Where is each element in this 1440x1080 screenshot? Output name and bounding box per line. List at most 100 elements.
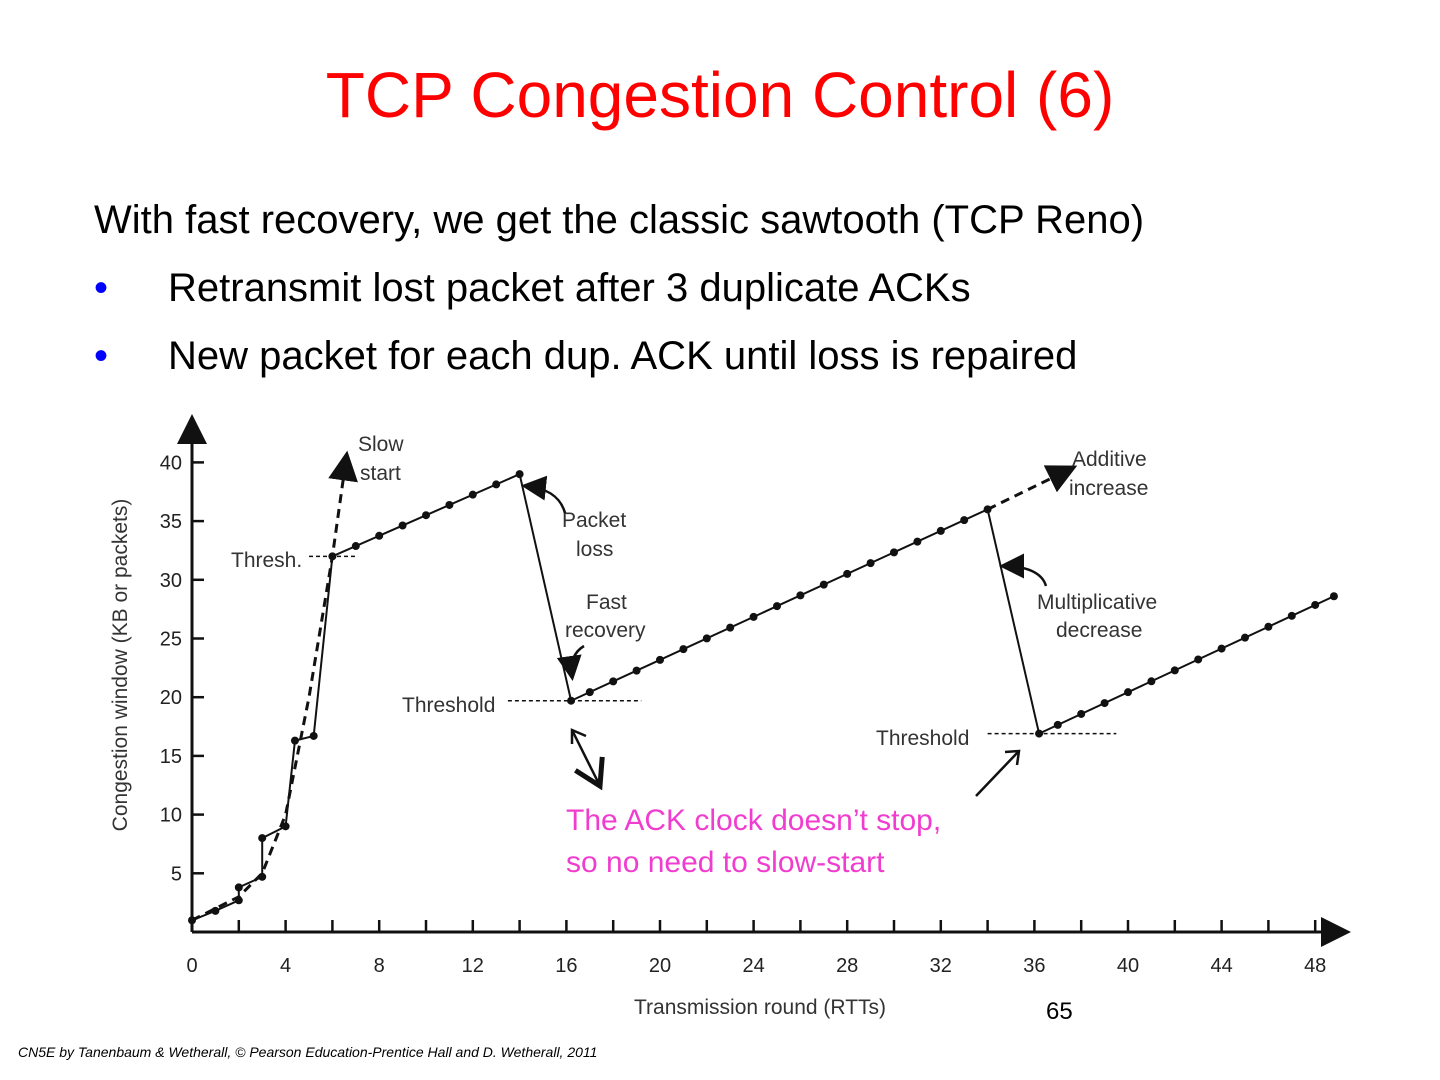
data-point: [796, 591, 805, 600]
data-point: [749, 612, 758, 621]
x-tick-label: 40: [1117, 955, 1139, 977]
data-point: [492, 480, 501, 489]
data-point: [983, 505, 992, 514]
data-point: [1329, 592, 1338, 601]
x-tick-label: 12: [462, 955, 484, 977]
data-point: [679, 645, 688, 654]
data-point: [632, 666, 641, 675]
data-point: [960, 516, 969, 525]
x-tick-label: 24: [742, 955, 764, 977]
note-line: The ACK clock doesn’t stop,: [566, 804, 942, 837]
x-tick-label: 0: [186, 955, 197, 977]
annotation-fast-recovery: Fast: [586, 591, 627, 614]
data-point: [398, 521, 407, 530]
annotation-multiplicative-decrease: Multiplicative: [1037, 591, 1157, 614]
data-point: [309, 731, 318, 740]
y-tick-label: 15: [160, 746, 182, 768]
data-point: [234, 896, 243, 905]
data-point: [609, 677, 618, 686]
data-point: [258, 834, 267, 843]
series-line: [191, 450, 358, 922]
annotation-additive-increase: increase: [1069, 477, 1148, 500]
annotation-packet-loss: Packet: [562, 509, 626, 532]
data-point: [773, 602, 781, 611]
annotation-slow-start: Slow: [358, 433, 404, 456]
data-point: [567, 696, 576, 705]
data-point: [656, 655, 664, 664]
x-axis-label: Transmission round (RTTs): [634, 996, 886, 1019]
data-point: [1287, 611, 1296, 620]
series-line: [986, 465, 1078, 511]
data-point: [913, 537, 922, 546]
data-point: [702, 634, 711, 643]
data-point: [234, 883, 243, 892]
data-point: [1147, 677, 1156, 686]
data-point: [1170, 666, 1179, 675]
data-point: [375, 531, 384, 540]
y-axis-label: Congestion window (KB or packets): [109, 499, 132, 832]
x-tick-label: 28: [836, 955, 858, 977]
note-arrowhead-right: [1004, 749, 1021, 766]
note-line: so no need to slow-start: [566, 846, 885, 879]
footer-credit: CN5E by Tanenbaum & Wetherall, © Pearson…: [18, 1044, 598, 1060]
data-point: [468, 490, 477, 499]
packet-loss-arrow: [521, 475, 567, 514]
data-point: [1194, 655, 1203, 664]
bullet-item: • New packet for each dup. ACK until loss…: [94, 334, 1077, 379]
x-tick-label: 36: [1023, 955, 1045, 977]
ack-clock-note: The ACK clock doesn’t stop, so no need t…: [566, 800, 941, 884]
data-point: [290, 736, 299, 745]
data-point: [936, 526, 945, 535]
x-tick-label: 32: [930, 955, 952, 977]
x-tick-label: 20: [649, 955, 671, 977]
threshold-label: Threshold: [402, 694, 495, 717]
y-tick-label: 10: [160, 805, 182, 827]
x-tick-label: 44: [1210, 955, 1232, 977]
fast-recovery-arrow: [556, 644, 585, 681]
data-point: [281, 822, 290, 831]
data-point: [422, 511, 430, 520]
annotation-multiplicative-decrease: decrease: [1056, 619, 1142, 642]
bullet-icon: •: [94, 334, 109, 378]
slide-title: TCP Congestion Control (6): [325, 59, 1115, 131]
data-point: [1035, 729, 1044, 738]
data-point: [1217, 644, 1226, 653]
data-point: [866, 559, 875, 568]
data-point: [1124, 688, 1132, 697]
annotation-slow-start: start: [360, 462, 401, 485]
y-tick-label: 35: [160, 511, 182, 533]
data-point: [445, 500, 454, 509]
lead-text: With fast recovery, we get the classic s…: [94, 198, 1145, 242]
data-point: [188, 916, 196, 925]
multiplicative-decrease-arrow: [999, 553, 1048, 587]
note-arrow-right: [975, 751, 1019, 797]
data-point: [1077, 709, 1086, 718]
x-tick-label: 16: [555, 955, 577, 977]
data-point: [351, 542, 360, 551]
bullet-item: • Retransmit lost packet after 3 duplicat…: [94, 266, 971, 311]
bullet-icon: •: [94, 266, 109, 310]
bullet-text: New packet for each dup. ACK until loss …: [168, 334, 1078, 378]
data-point: [328, 552, 337, 561]
note-arrow-left: [570, 729, 605, 791]
data-point: [585, 688, 594, 697]
y-tick-label: 20: [160, 687, 182, 709]
note-arrowhead-left: [570, 728, 587, 744]
x-tick-label: 4: [280, 955, 291, 977]
data-point: [515, 470, 524, 479]
data-point: [843, 569, 852, 578]
y-tick-label: 30: [160, 570, 182, 592]
data-point: [1241, 633, 1249, 642]
x-tick-label: 48: [1304, 955, 1326, 977]
annotation-packet-loss: loss: [576, 538, 613, 561]
threshold-label: Threshold: [876, 727, 969, 750]
data-point: [726, 623, 735, 632]
data-point: [1100, 699, 1109, 708]
threshold-label: Thresh.: [231, 549, 302, 572]
data-point: [1311, 600, 1320, 609]
page-number: 65: [1046, 998, 1073, 1025]
y-tick-label: 5: [171, 863, 182, 885]
data-point: [1264, 622, 1273, 631]
data-point: [1053, 720, 1062, 729]
